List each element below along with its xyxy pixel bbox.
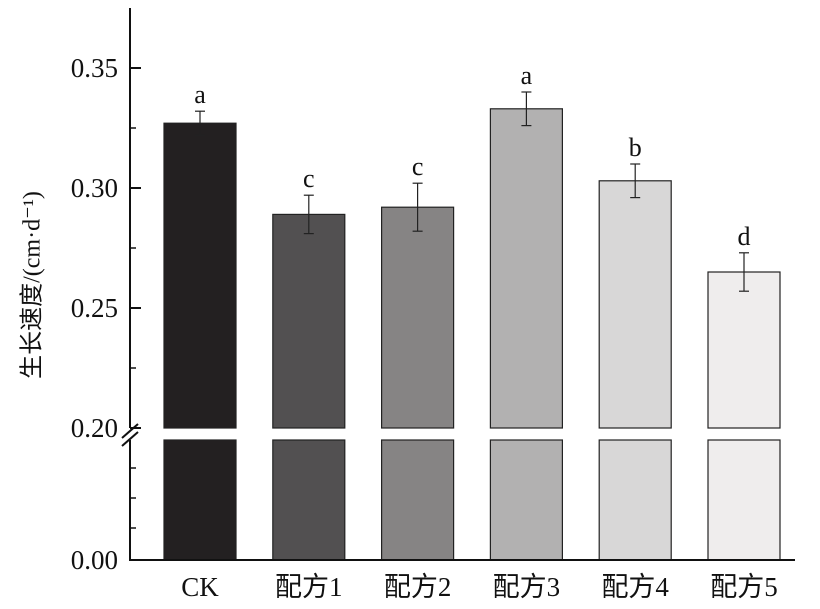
x-tick-label-1: 配方1 xyxy=(275,572,343,602)
y-tick-label-2: 0.25 xyxy=(71,293,118,323)
significance-labels: a c c a b d xyxy=(194,61,750,251)
bar-upper-2 xyxy=(381,206,455,429)
y-tick-label-4: 0.00 xyxy=(71,545,118,575)
error-bar-2 xyxy=(412,182,423,232)
significance-label-4: b xyxy=(629,133,642,162)
y-tick-label-1: 0.30 xyxy=(71,173,118,203)
significance-label-1: c xyxy=(303,164,315,193)
bar-upper-3 xyxy=(489,108,563,429)
significance-label-5: d xyxy=(738,222,751,251)
y-axis-label: 生长速度/(cm·d⁻¹) xyxy=(19,191,46,379)
x-tick-label-3: 配方3 xyxy=(493,572,561,602)
error-bar-3 xyxy=(521,91,532,127)
y-tick-label-0: 0.35 xyxy=(71,53,118,83)
bar-upper-1 xyxy=(272,213,346,429)
ticks-layer: 0.35 0.30 0.25 0.20 0.00 xyxy=(71,53,141,575)
x-tick-label-5: 配方5 xyxy=(710,572,778,602)
error-bar-4 xyxy=(630,163,641,199)
x-tick-label-0: CK xyxy=(181,572,219,602)
x-tick-label-4: 配方4 xyxy=(601,572,669,602)
significance-label-2: c xyxy=(412,152,424,181)
bars-layer xyxy=(131,108,795,561)
bar-upper-5 xyxy=(707,271,781,429)
error-bars xyxy=(195,91,749,292)
bar-lower-5 xyxy=(707,439,781,561)
significance-label-3: a xyxy=(521,61,533,90)
bar-lower-2 xyxy=(381,439,455,561)
bar-lower-4 xyxy=(598,439,672,561)
axis-break-slash-lower xyxy=(121,431,139,447)
bar-upper-0 xyxy=(163,122,237,429)
error-bar-5 xyxy=(739,252,749,292)
axis-break-marks xyxy=(121,423,139,447)
axis-break-slash-upper xyxy=(121,423,139,439)
bar-upper-4 xyxy=(598,180,672,429)
significance-label-0: a xyxy=(194,80,206,109)
x-tick-label-2: 配方2 xyxy=(384,572,452,602)
bar-lower-3 xyxy=(489,439,563,561)
bar-lower-0 xyxy=(163,439,237,561)
error-bar-1 xyxy=(303,194,314,235)
bar-lower-1 xyxy=(272,439,346,561)
axis-break-gap xyxy=(131,429,795,439)
error-bar-0 xyxy=(195,110,205,136)
axis-layer xyxy=(121,8,795,561)
y-tick-label-3: 0.20 xyxy=(71,413,118,443)
category-labels: CK 配方1 配方2 配方3 配方4 配方5 xyxy=(181,572,778,602)
